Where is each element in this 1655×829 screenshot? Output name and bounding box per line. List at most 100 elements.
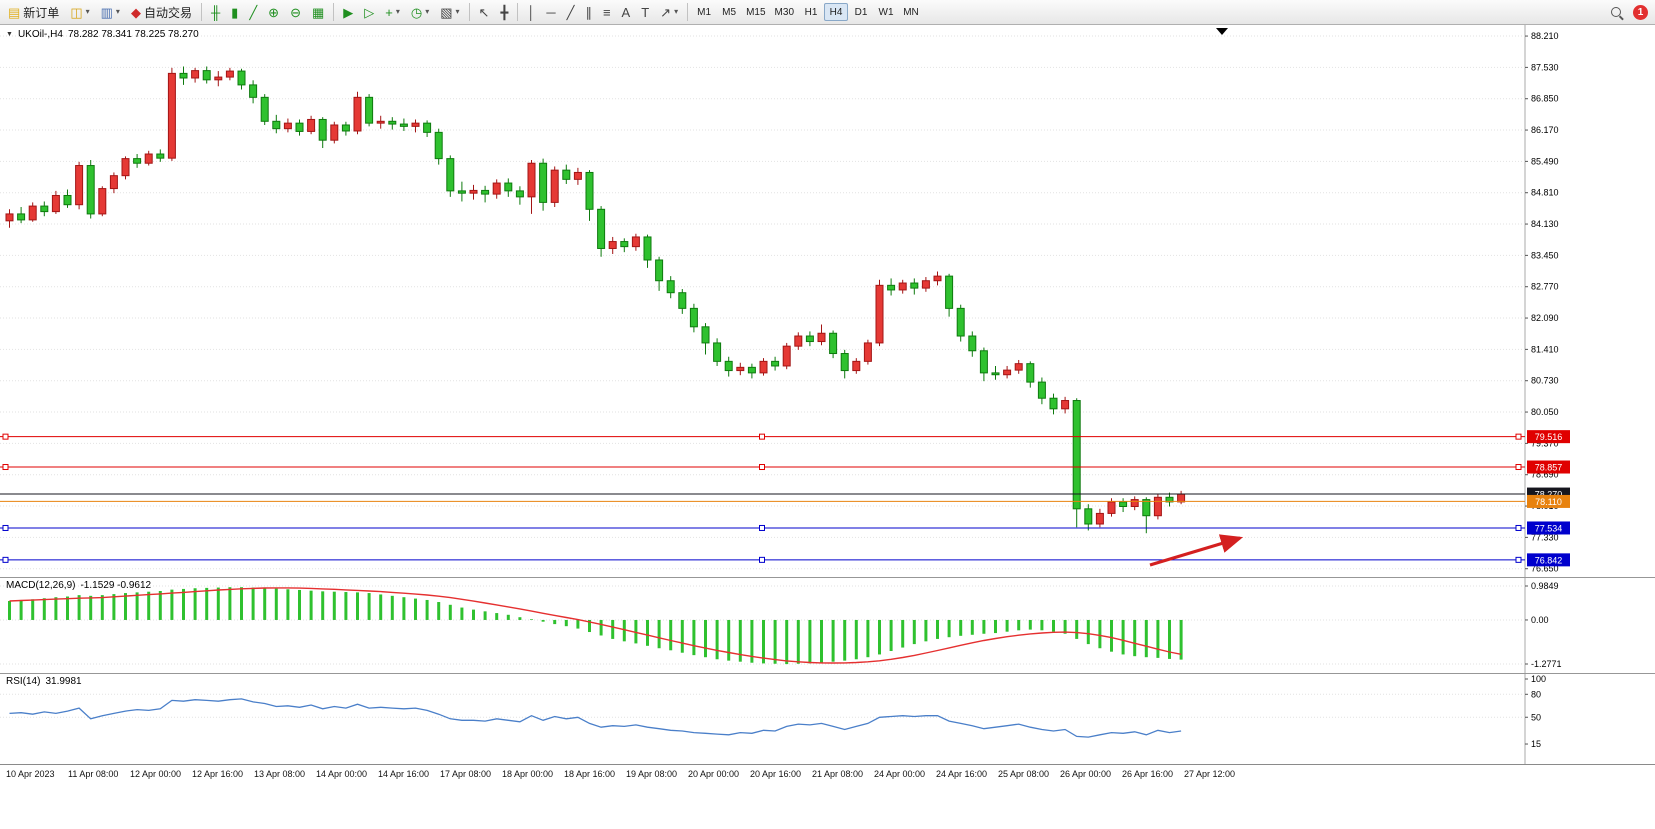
svg-text:50: 50 — [1531, 712, 1541, 722]
svg-text:85.490: 85.490 — [1531, 156, 1559, 166]
x-axis-label: 25 Apr 08:00 — [998, 769, 1050, 779]
timeframe-h4-button[interactable]: H4 — [824, 3, 848, 21]
fibonacci-tool-button[interactable]: ≡ — [598, 2, 616, 22]
tile-windows-button[interactable]: ▦ — [307, 2, 329, 22]
svg-text:82.090: 82.090 — [1531, 313, 1559, 323]
periods-button[interactable]: ◷ ▾ — [406, 2, 434, 22]
auto-trading-button[interactable]: ◆ 自动交易 — [126, 2, 197, 22]
timeframe-w1-button[interactable]: W1 — [874, 3, 898, 21]
rsi-indicator-name: RSI(14) — [6, 676, 41, 687]
text-tool-button[interactable]: A — [617, 2, 636, 22]
x-axis-label: 17 Apr 08:00 — [440, 769, 492, 779]
svg-text:0.9849: 0.9849 — [1531, 581, 1559, 591]
svg-text:78.270: 78.270 — [1535, 490, 1563, 500]
new-order-label: 新订单 — [23, 5, 60, 20]
x-axis-label: 13 Apr 08:00 — [254, 769, 306, 779]
text-label-tool-button[interactable]: T — [636, 2, 654, 22]
candlestick-type-button[interactable]: ▮ — [226, 2, 243, 22]
cursor-icon: ↖ — [478, 4, 490, 20]
svg-text:86.850: 86.850 — [1531, 94, 1559, 104]
price-tag-79.516 — [1527, 430, 1570, 444]
macd-indicator-values: -1.1529 -0.9612 — [80, 580, 152, 591]
price-chart-canvas[interactable]: 88.210 87.530 86.850 86.170 85.490 84.810 84.1… — [0, 25, 1655, 577]
channel-icon: ∥ — [585, 4, 592, 20]
svg-text:78.110: 78.110 — [1535, 497, 1562, 507]
macd-indicator-name: MACD(12,26,9) — [6, 580, 76, 591]
x-axis-label: 20 Apr 16:00 — [750, 769, 802, 779]
vertical-line-icon: │ — [527, 4, 536, 20]
svg-text:80.050: 80.050 — [1531, 407, 1559, 417]
x-axis-label: 12 Apr 00:00 — [130, 769, 182, 779]
bar-chart-type-button[interactable]: ╫ — [206, 2, 225, 22]
timeframe-m15-button[interactable]: M15 — [742, 3, 769, 21]
auto-scroll-button[interactable]: ▶ — [338, 2, 358, 22]
svg-text:100: 100 — [1531, 674, 1546, 684]
svg-text:79.370: 79.370 — [1531, 438, 1559, 448]
x-axis-label: 27 Apr 12:00 — [1184, 769, 1236, 779]
svg-text:78.690: 78.690 — [1531, 470, 1559, 480]
text-icon: A — [621, 4, 631, 20]
x-axis-label: 19 Apr 08:00 — [626, 769, 678, 779]
macd-panel: 0.9849 0.00 -1.2771 MACD(12,26,9) -1.1529 … — [0, 578, 1655, 673]
chart-window: 88.210 87.530 86.850 86.170 85.490 84.810 84.1… — [0, 25, 1655, 829]
channel-tool-button[interactable]: ∥ — [580, 2, 597, 22]
horizontal-line-tool-button[interactable]: ─ — [541, 2, 560, 22]
auto-scroll-icon: ▶ — [343, 4, 354, 20]
svg-text:78.857: 78.857 — [1535, 463, 1563, 473]
annotation-arrow[interactable] — [1149, 534, 1244, 567]
grid-icon: ▦ — [311, 4, 325, 20]
zoom-in-button[interactable]: ⊕ — [263, 2, 284, 22]
x-axis-label: 18 Apr 00:00 — [502, 769, 554, 779]
macd-panel-splitter[interactable] — [0, 577, 1655, 578]
rsi-canvas[interactable]: 100 80 50 15 — [0, 674, 1655, 764]
timeframe-m5-button[interactable]: M5 — [717, 3, 741, 21]
vertical-line-tool-button[interactable]: │ — [522, 2, 540, 22]
svg-text:-1.2771: -1.2771 — [1531, 659, 1562, 669]
timeframe-m1-button[interactable]: M1 — [692, 3, 716, 21]
toolbar-separator — [200, 3, 202, 21]
cursor-tool-button[interactable]: ↖ — [474, 2, 495, 22]
chevron-down-icon: ▾ — [425, 7, 430, 16]
svg-text:82.770: 82.770 — [1531, 282, 1559, 292]
line-chart-type-button[interactable]: ╱ — [244, 2, 262, 22]
rsi-panel-splitter[interactable] — [0, 673, 1655, 674]
x-axis-label: 26 Apr 00:00 — [1060, 769, 1112, 779]
macd-canvas[interactable]: 0.9849 0.00 -1.2771 — [0, 578, 1655, 673]
chart-shift-button[interactable]: ▷ — [359, 2, 379, 22]
rsi-label: RSI(14) 31.9981 — [6, 676, 82, 687]
new-chart-button[interactable]: ◫ ▾ — [65, 2, 94, 22]
chevron-down-icon: ▾ — [85, 7, 90, 16]
scroll-position-marker[interactable] — [1216, 28, 1228, 35]
x-axis-label: 26 Apr 16:00 — [1122, 769, 1174, 779]
svg-text:87.530: 87.530 — [1531, 62, 1559, 72]
svg-text:15: 15 — [1531, 739, 1541, 749]
arrows-tool-button[interactable]: ↗ ▾ — [655, 2, 683, 22]
timeframe-m30-button[interactable]: M30 — [771, 3, 798, 21]
trendline-tool-button[interactable]: ╱ — [562, 2, 580, 22]
svg-text:76.650: 76.650 — [1531, 564, 1559, 574]
price-chart-panel: 88.210 87.530 86.850 86.170 85.490 84.810 84.1… — [0, 25, 1655, 577]
rsi-indicator-value: 31.9981 — [45, 676, 82, 687]
profiles-button[interactable]: ▥ ▾ — [96, 2, 125, 22]
new-order-button[interactable]: ▤ 新订单 — [3, 2, 64, 22]
svg-text:86.170: 86.170 — [1531, 125, 1559, 135]
svg-text:84.130: 84.130 — [1531, 219, 1559, 229]
time-axis[interactable]: 10 Apr 2023 11 Apr 08:00 12 Apr 00:00 12 Ap… — [0, 764, 1655, 785]
candles-layer — [5, 66, 1186, 534]
svg-text:79.516: 79.516 — [1535, 432, 1563, 442]
search-button[interactable] — [1606, 2, 1626, 22]
new-chart-icon: ◫ — [70, 4, 83, 20]
notification-badge[interactable]: 1 — [1633, 4, 1648, 20]
zoom-out-button[interactable]: ⊖ — [285, 2, 306, 22]
indicators-button[interactable]: + ▾ — [380, 2, 405, 22]
crosshair-tool-button[interactable]: ╋ — [495, 2, 513, 22]
templates-button[interactable]: ▧ ▾ — [435, 2, 464, 22]
chevron-down-icon: ▾ — [455, 7, 460, 16]
template-icon: ▧ — [440, 4, 453, 20]
timeframe-mn-button[interactable]: MN — [899, 3, 923, 21]
x-axis-label: 14 Apr 16:00 — [378, 769, 430, 779]
timeframe-h1-button[interactable]: H1 — [799, 3, 823, 21]
toolbar-separator — [333, 3, 335, 21]
timeframe-d1-button[interactable]: D1 — [849, 3, 873, 21]
profiles-icon: ▥ — [100, 4, 113, 20]
